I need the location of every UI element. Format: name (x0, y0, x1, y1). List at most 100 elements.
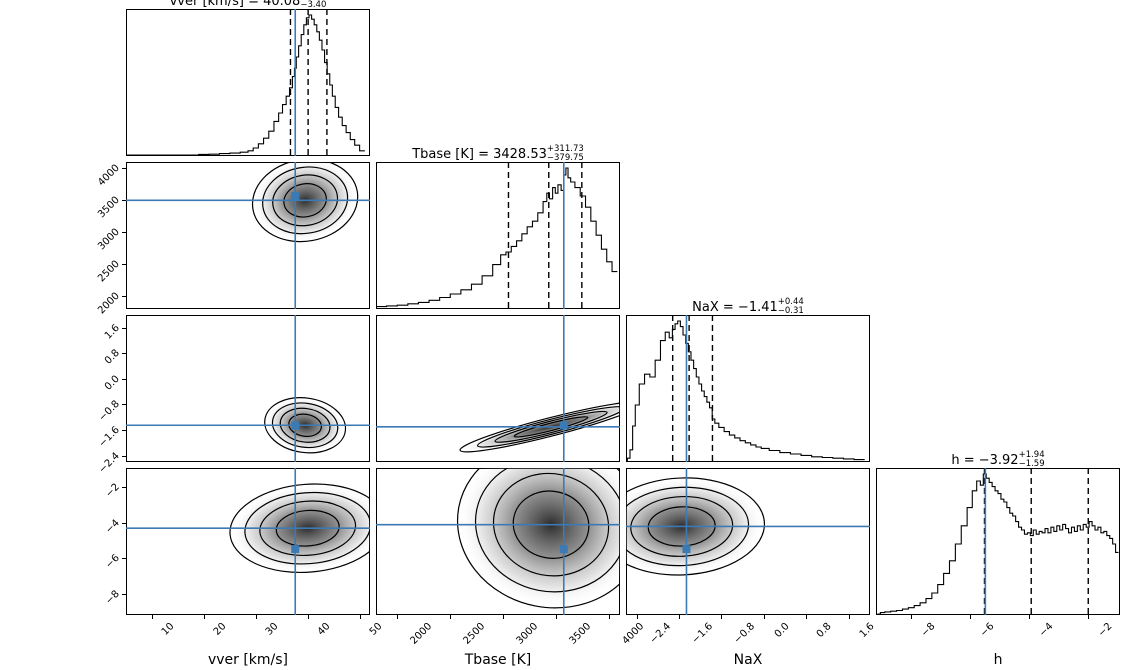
panel-border (626, 315, 870, 462)
contour-level-1 (269, 170, 342, 231)
density-group (443, 468, 620, 615)
x-tick-mark (806, 615, 808, 619)
y-tick-mark (122, 353, 126, 355)
y-tick-mark (122, 522, 126, 524)
hist-panel-h (876, 468, 1120, 615)
y-tick-label: −4 (103, 517, 122, 536)
y-tick-label: 3000 (96, 226, 122, 253)
truth-marker (559, 545, 568, 554)
contour-level-1 (258, 498, 358, 559)
panel-title-NaX: NaX = −1.41 +0.44 −0.31 (626, 298, 870, 315)
x-axis-label-h: h (993, 652, 1003, 668)
x-tick-label: −6 (978, 621, 997, 640)
x-tick-mark (636, 615, 638, 619)
hist-panel-NaX (626, 315, 870, 462)
x-axis-label-vver: vver [km/s] (207, 652, 289, 668)
title-err-minus: −1.59 (1018, 458, 1045, 469)
x-tick-mark (151, 615, 153, 619)
x-tick-mark (1087, 615, 1089, 619)
y-tick-mark (122, 487, 126, 489)
x-tick-label: −8 (919, 621, 938, 640)
panel-canvas (626, 468, 870, 615)
contour-level-2 (257, 162, 353, 240)
y-tick-label: 0.8 (102, 347, 122, 367)
x-tick-mark (255, 615, 257, 619)
x-tick-label: 40 (315, 621, 333, 638)
x-tick-mark (911, 615, 913, 619)
title-value: vver [km/s] = 40.08 (169, 0, 301, 10)
y-tick-label: 0.0 (102, 373, 122, 393)
contour-level-3 (626, 474, 767, 578)
y-tick-mark (122, 430, 126, 432)
contour-level-3 (227, 478, 370, 578)
x-tick-label: 10 (159, 621, 177, 638)
panel-canvas (376, 315, 620, 462)
truth-marker (291, 545, 300, 554)
x-tick-mark (450, 615, 452, 619)
x-tick-label: 3000 (514, 621, 541, 647)
y-tick-label: 4000 (96, 163, 122, 189)
title-err-plus: +1.94 (1018, 450, 1045, 460)
panel-border (376, 162, 620, 309)
y-tick-mark (122, 296, 126, 298)
x-tick-label: 30 (263, 621, 281, 638)
contour-level-1 (485, 468, 618, 586)
x-axis-label-Tbase: Tbase [K] (464, 652, 532, 668)
x-tick-label: −1.6 (690, 621, 716, 646)
contour-level-3 (443, 468, 620, 615)
x-tick-label: 20 (211, 621, 229, 638)
x-tick-label: −4 (1037, 621, 1056, 640)
truth-marker (291, 191, 300, 200)
y-tick-label: −6 (103, 552, 122, 572)
y-tick-mark (122, 200, 126, 202)
contour-level-2 (626, 484, 750, 568)
x-tick-label: 50 (367, 621, 385, 638)
y-tick-mark (122, 593, 126, 595)
y-tick-mark (122, 404, 126, 406)
panel-title-vver: vver [km/s] = 40.08+3.62−3.40 (126, 0, 370, 9)
x-tick-label: 1.6 (857, 621, 877, 641)
panel-title-Tbase: Tbase [K] = 3428.53 +311.73 −379.75 (376, 145, 620, 162)
truth-marker (682, 545, 691, 554)
joint-panel-vver-vs-NaX (126, 315, 370, 462)
title-err-plus: +311.73 (546, 144, 584, 154)
x-tick-label: 2500 (461, 621, 488, 647)
joint-panel-vver-vs-h (126, 468, 370, 615)
x-tick-mark (679, 615, 681, 619)
x-tick-mark (763, 615, 765, 619)
density-group (246, 162, 364, 250)
y-tick-label: 3500 (96, 194, 122, 221)
x-tick-mark (556, 615, 558, 619)
truth-marker (559, 421, 568, 430)
title-err-minus: −0.31 (777, 305, 804, 316)
x-tick-label: 2000 (408, 621, 435, 647)
contour-level-1 (278, 405, 332, 445)
x-tick-mark (307, 615, 309, 619)
x-tick-label: −0.8 (732, 621, 758, 646)
histogram-step-line (376, 168, 617, 308)
x-axis-label-NaX: NaX (733, 652, 763, 668)
histogram-step-line (877, 474, 1118, 614)
joint-panel-NaX-vs-h (626, 468, 870, 615)
x-tick-label: 0.0 (772, 621, 792, 641)
panel-title-h: h = −3.92 +1.94 −1.59 (876, 451, 1120, 468)
contour-level-3 (261, 392, 349, 458)
y-tick-mark (122, 327, 126, 329)
panel-canvas (126, 315, 370, 462)
joint-panel-Tbase-vs-NaX (376, 315, 620, 462)
contour-level-2 (464, 468, 620, 605)
y-tick-mark (122, 264, 126, 266)
title-uncertainty: +311.73 −379.75 (547, 145, 584, 162)
y-tick-mark (122, 232, 126, 234)
joint-panel-vver-vs-Tbase (126, 162, 370, 309)
title-err-plus: +0.44 (777, 297, 804, 307)
y-tick-mark (122, 378, 126, 380)
title-uncertainty: +1.94 −1.59 (1019, 451, 1045, 468)
y-tick-label: −0.8 (96, 399, 122, 425)
hist-panel-vver (126, 9, 370, 156)
x-tick-label: 4000 (620, 621, 647, 647)
x-tick-mark (503, 615, 505, 619)
panel-canvas (126, 162, 370, 309)
panel-canvas (126, 468, 370, 615)
